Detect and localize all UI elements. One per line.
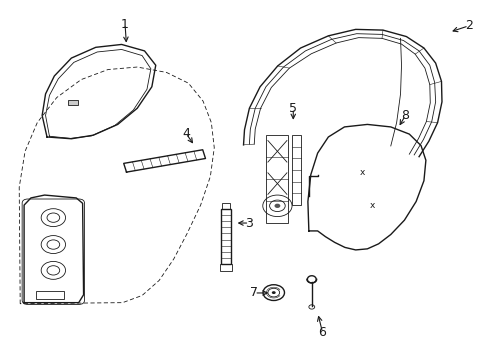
Bar [221, 209, 230, 264]
Circle shape [274, 204, 280, 208]
Text: 7: 7 [250, 287, 258, 300]
Bar [292, 135, 301, 205]
Bar [222, 203, 229, 209]
Text: 3: 3 [245, 216, 253, 230]
Circle shape [271, 291, 275, 294]
Text: x: x [369, 201, 374, 210]
Text: 8: 8 [401, 109, 408, 122]
Text: 5: 5 [289, 102, 297, 115]
Text: 2: 2 [464, 19, 472, 32]
Bar [68, 100, 78, 105]
Bar [266, 135, 288, 223]
Text: x: x [359, 168, 365, 177]
Bar [220, 264, 231, 271]
Text: 1: 1 [121, 18, 129, 31]
Text: 4: 4 [182, 127, 189, 140]
Text: 6: 6 [318, 326, 326, 339]
Bar [36, 291, 64, 299]
